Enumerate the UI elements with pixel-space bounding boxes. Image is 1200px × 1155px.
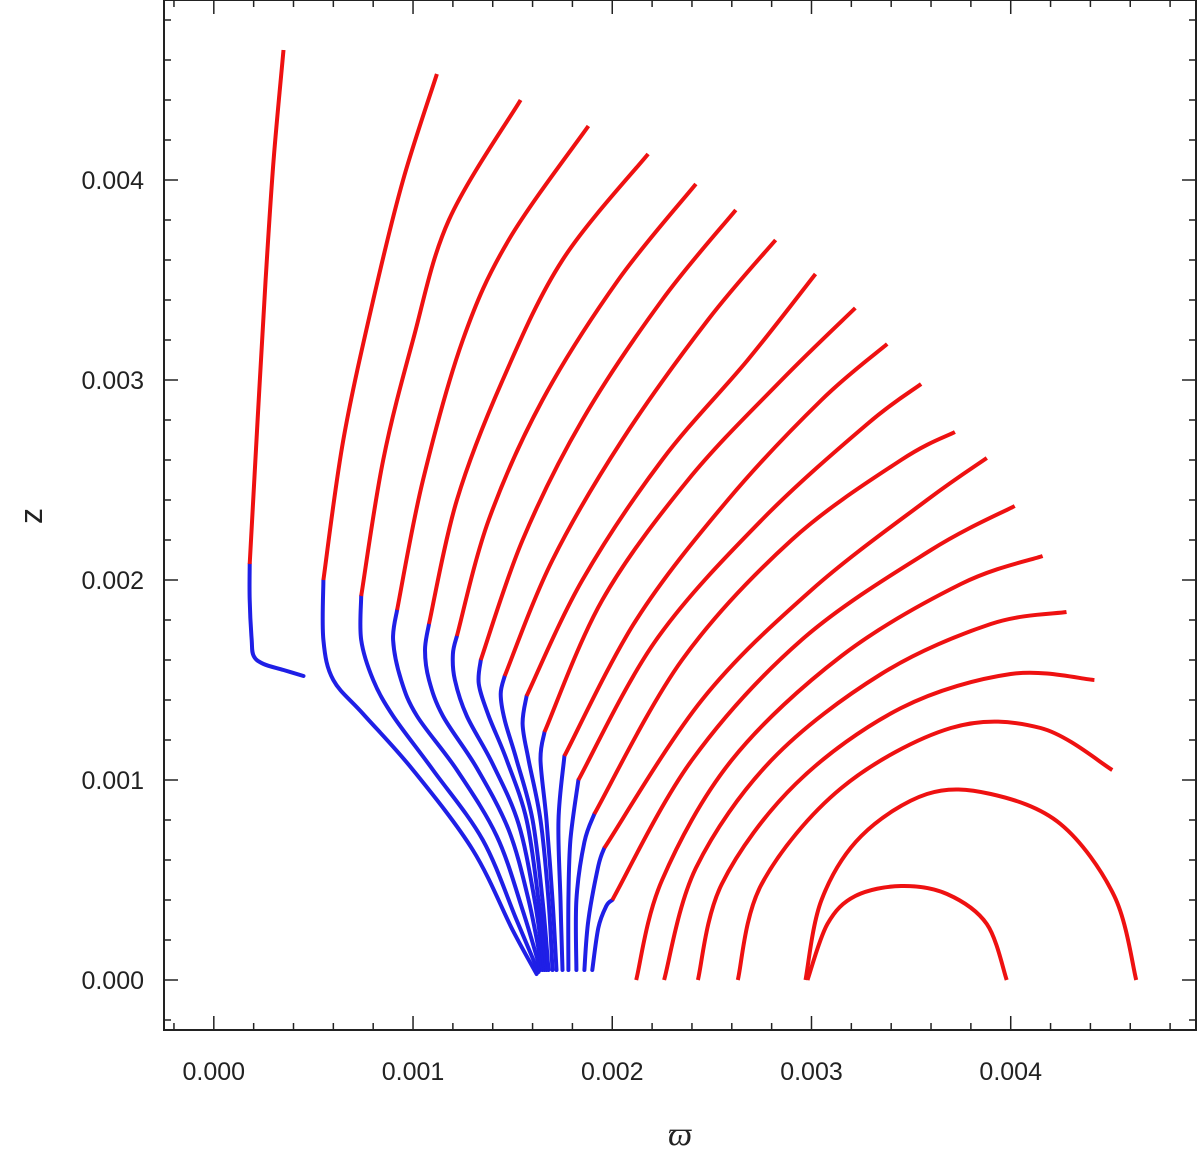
field-line-12-outer-segment [592, 430, 956, 815]
field-line-2-inner-segment [358, 594, 541, 974]
y-tick-label: 0.002 [81, 567, 144, 595]
field-line-4-inner-segment [422, 622, 545, 972]
field-line-6-inner-segment [476, 658, 549, 972]
field-line-9-outer-segment [542, 306, 857, 733]
field-line-9-inner-segment [538, 730, 559, 972]
field-line-0-inner-segment [247, 562, 306, 678]
field-line-3-inner-segment [391, 608, 543, 972]
field-line-18-outer-segment [735, 719, 1114, 981]
x-tick-label: 0.000 [183, 1058, 246, 1086]
field-line-7-outer-segment [502, 238, 778, 677]
y-tick-label: 0.003 [81, 367, 144, 395]
field-lines [247, 49, 1139, 982]
field-line-17-outer-segment [695, 670, 1095, 981]
field-line-1-inner-segment [320, 578, 539, 976]
field-line-8-inner-segment [520, 694, 555, 972]
field-line-13-inner-segment [582, 846, 607, 972]
field-line-15-outer-segment [634, 554, 1044, 981]
field-line-16-outer-segment [662, 610, 1067, 981]
field-line-10-inner-segment [556, 754, 567, 972]
field-line-8-outer-segment [524, 272, 818, 697]
field-line-11-inner-segment [566, 778, 581, 972]
field-line-2-outer-segment [359, 98, 523, 597]
field-line-1-outer-segment [321, 73, 439, 581]
field-line-21-outer-segment [805, 883, 1009, 981]
field-line-0-outer-segment [247, 49, 286, 565]
x-tick-label: 0.002 [581, 1058, 644, 1086]
field-line-6-outer-segment [478, 208, 738, 661]
plot-frame [163, 0, 1197, 1031]
y-axis-title: z [13, 508, 49, 524]
field-line-10-outer-segment [562, 342, 889, 757]
field-line-14-inner-segment [590, 898, 615, 972]
field-line-14-outer-segment [610, 504, 1016, 901]
x-tick-label: 0.003 [780, 1058, 843, 1086]
field-line-5-outer-segment [454, 182, 698, 637]
x-tick-label: 0.001 [382, 1058, 445, 1086]
field-line-3-outer-segment [395, 124, 591, 611]
x-axis-title: ϖ [668, 1116, 692, 1153]
field-line-12-inner-segment [573, 812, 597, 972]
field-line-11-outer-segment [576, 382, 923, 781]
y-tick-label: 0.000 [81, 967, 144, 995]
field-line-5-inner-segment [450, 634, 547, 972]
axis-ticks [164, 0, 1196, 1030]
y-tick-label: 0.004 [81, 167, 144, 195]
field-line-20-outer-segment [803, 787, 1139, 981]
field-line-13-outer-segment [602, 456, 988, 850]
y-tick-label: 0.001 [81, 767, 144, 795]
tick-labels: 0.000 0.001 0.002 0.003 0.004 0.000 0.001 0.002… [81, 167, 1042, 1086]
field-line-7-inner-segment [498, 674, 551, 972]
x-tick-label: 0.004 [979, 1058, 1042, 1086]
field-line-4-outer-segment [427, 152, 650, 625]
